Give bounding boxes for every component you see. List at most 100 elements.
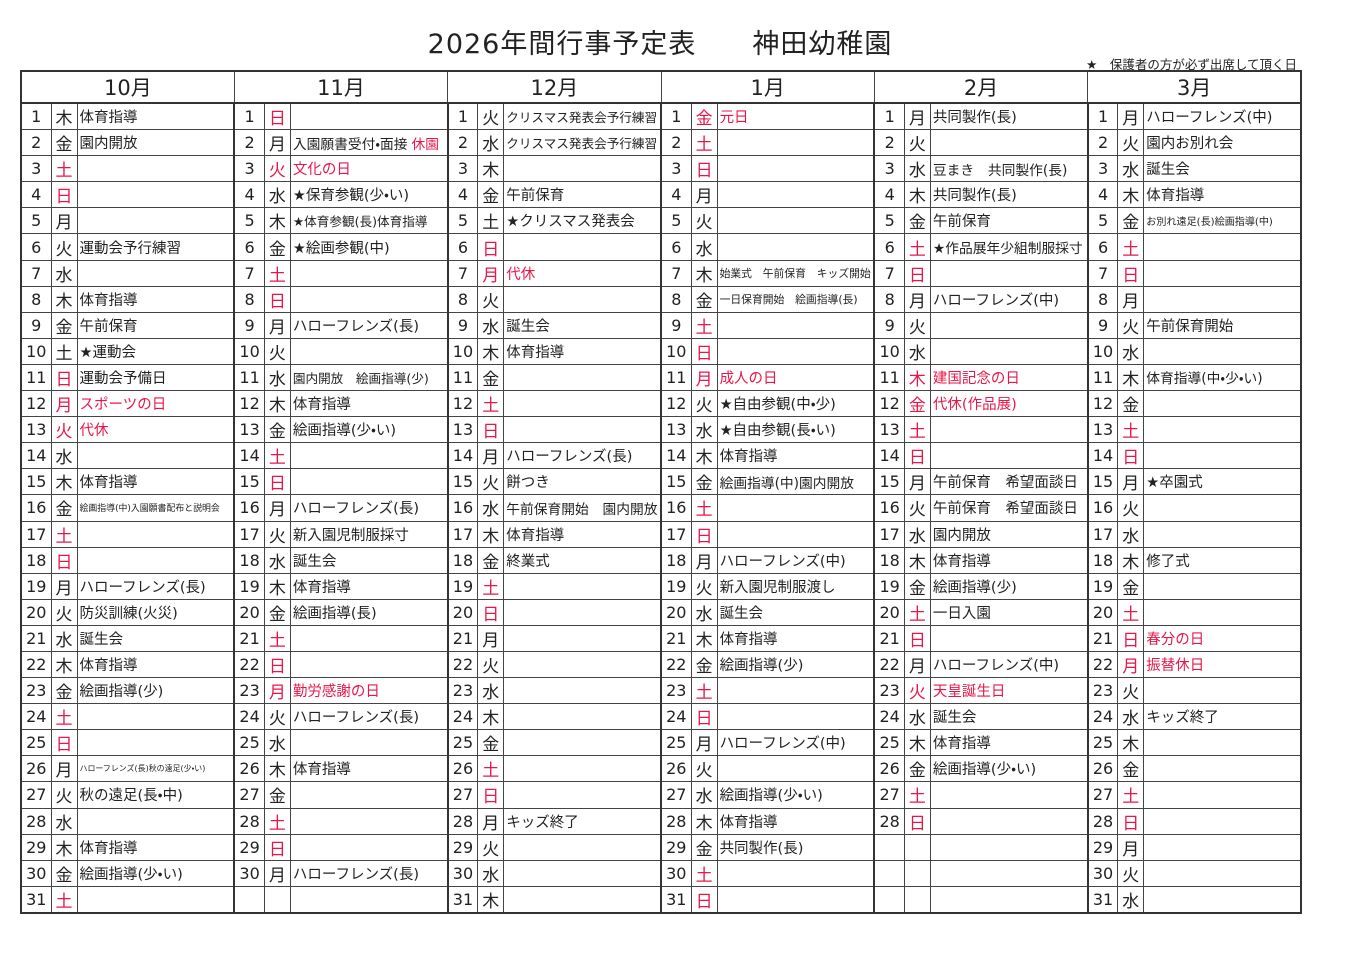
day-number: 5 (233, 207, 265, 235)
weekday: 水 (903, 520, 931, 548)
day-number: 14 (660, 442, 692, 470)
weekday: 木 (903, 181, 931, 209)
weekday: 火 (50, 598, 78, 626)
event (76, 729, 235, 757)
event: ★自由参観(中・少) (716, 390, 875, 418)
weekday: 金 (50, 677, 78, 705)
day-number: 26 (873, 755, 905, 783)
weekday: 月 (1117, 833, 1145, 861)
event (716, 677, 875, 705)
event: 絵画指導(少) (716, 650, 875, 679)
event: 体育指導 (716, 624, 875, 652)
day-number: 23 (233, 677, 265, 705)
day-number: 31 (20, 885, 52, 914)
weekday: 水 (1117, 337, 1145, 365)
event-text: 体育指導 (932, 736, 991, 753)
day-number: 7 (873, 259, 905, 287)
event (1143, 885, 1302, 914)
day-number: 29 (20, 833, 52, 861)
event-text: 天皇誕生日 (932, 684, 1006, 701)
day-number: 23 (20, 677, 52, 705)
event-text: ★クリスマス発表会 (506, 214, 635, 231)
weekday: 金 (477, 181, 505, 209)
day-row: 29 木体育指導 29 日 29 火 29 金共同製作(長) 29 月 (20, 833, 1302, 861)
event-text: ハローフレンズ(長)秋の遠足(少・い) (79, 764, 206, 774)
weekday: 水 (477, 494, 505, 522)
day-number: 6 (446, 233, 479, 261)
event: ★保育参観(少・い) (289, 181, 449, 209)
event: 誕生会 (1143, 155, 1302, 183)
weekday: 火 (903, 129, 931, 157)
weekday: 月 (477, 624, 505, 652)
day-number: 7 (20, 259, 52, 287)
day-number: 10 (1086, 337, 1119, 365)
day-number: 16 (873, 494, 905, 522)
weekday: 水 (50, 807, 78, 835)
day-number: 14 (446, 442, 479, 470)
event: ★卒園式 (1143, 468, 1302, 496)
weekday: 火 (690, 755, 718, 783)
day-number: 19 (1086, 572, 1119, 600)
event: 運動会予備日 (76, 363, 235, 392)
weekday: 木 (50, 285, 78, 313)
event-text: 代休 (79, 423, 109, 440)
day-number: 4 (660, 181, 692, 209)
month-header: 10月 (20, 70, 235, 104)
weekday: 木 (263, 390, 291, 418)
day-row: 10 土 ★運動会 10 火 10 木体育指導 10 日 10 水 10 水 (20, 337, 1302, 365)
day-number: 26 (660, 755, 692, 783)
event: 午前保育 (76, 311, 235, 339)
day-row: 13 火代休 13 金絵画指導(少・い) 13 日 13 水 ★自由参観(長・い) 13 土 13 土 (20, 416, 1302, 444)
event-text: 午前保育 (932, 214, 991, 231)
event (76, 703, 235, 731)
weekday: 火 (477, 468, 505, 496)
day-number: 31 (446, 885, 479, 914)
weekday: 木 (50, 102, 78, 131)
day-row: 20 火防災訓練(火災) 20 金絵画指導(長) 20 日 20 水誕生会 20 土一日入園 20 土 (20, 598, 1302, 626)
day-row: 7 水 7 土 7 月代休 7 木始業式 午前保育 キッズ開始 7 日 7 日 (20, 259, 1302, 287)
event: 終業式 (503, 546, 662, 574)
event (1143, 572, 1302, 600)
event (1143, 598, 1302, 626)
weekday: 日 (263, 285, 291, 313)
day-number: 27 (873, 781, 905, 809)
weekday: 月 (690, 181, 718, 209)
event (76, 885, 235, 914)
event (929, 624, 1089, 652)
event (503, 572, 662, 600)
weekday: 日 (903, 442, 931, 470)
day-number: 19 (873, 572, 905, 600)
event: 絵画指導(少・い) (289, 416, 449, 444)
event (289, 102, 449, 131)
event-text: 絵画指導(長) (292, 605, 377, 622)
weekday: 月 (903, 285, 931, 313)
weekday: 月 (903, 650, 931, 679)
event: ハローフレンズ(中) (929, 285, 1089, 313)
weekday: 火 (263, 337, 291, 365)
day-number: 1 (446, 102, 479, 131)
day-number: 16 (233, 494, 265, 522)
event: ★体育参観(長)体育指導 (289, 207, 449, 235)
day-number: 16 (660, 494, 692, 522)
day-number: 3 (873, 155, 905, 183)
weekday: 土 (1117, 416, 1145, 444)
weekday: 木 (903, 729, 931, 757)
day-number: 8 (873, 285, 905, 313)
day-number: 15 (873, 468, 905, 496)
event-text: 体育指導 (292, 397, 351, 414)
event-text: 共同製作(長) (932, 188, 1017, 205)
weekday: 火 (903, 677, 931, 705)
event-text: 成人の日 (719, 370, 778, 387)
day-number: 12 (1086, 390, 1119, 418)
event-text: 防災訓練(火災) (79, 605, 178, 622)
event-text: ★絵画参観(中) (292, 240, 390, 257)
weekday: 日 (477, 233, 505, 261)
weekday: 月 (263, 311, 291, 339)
day-number: 21 (873, 624, 905, 652)
event: 誕生会 (716, 598, 875, 626)
event-text: 修了式 (1146, 553, 1190, 570)
day-number: 27 (20, 781, 52, 809)
weekday: 火 (1117, 129, 1145, 157)
weekday: 金 (477, 729, 505, 757)
event-text: 絵画指導(少) (719, 658, 804, 675)
